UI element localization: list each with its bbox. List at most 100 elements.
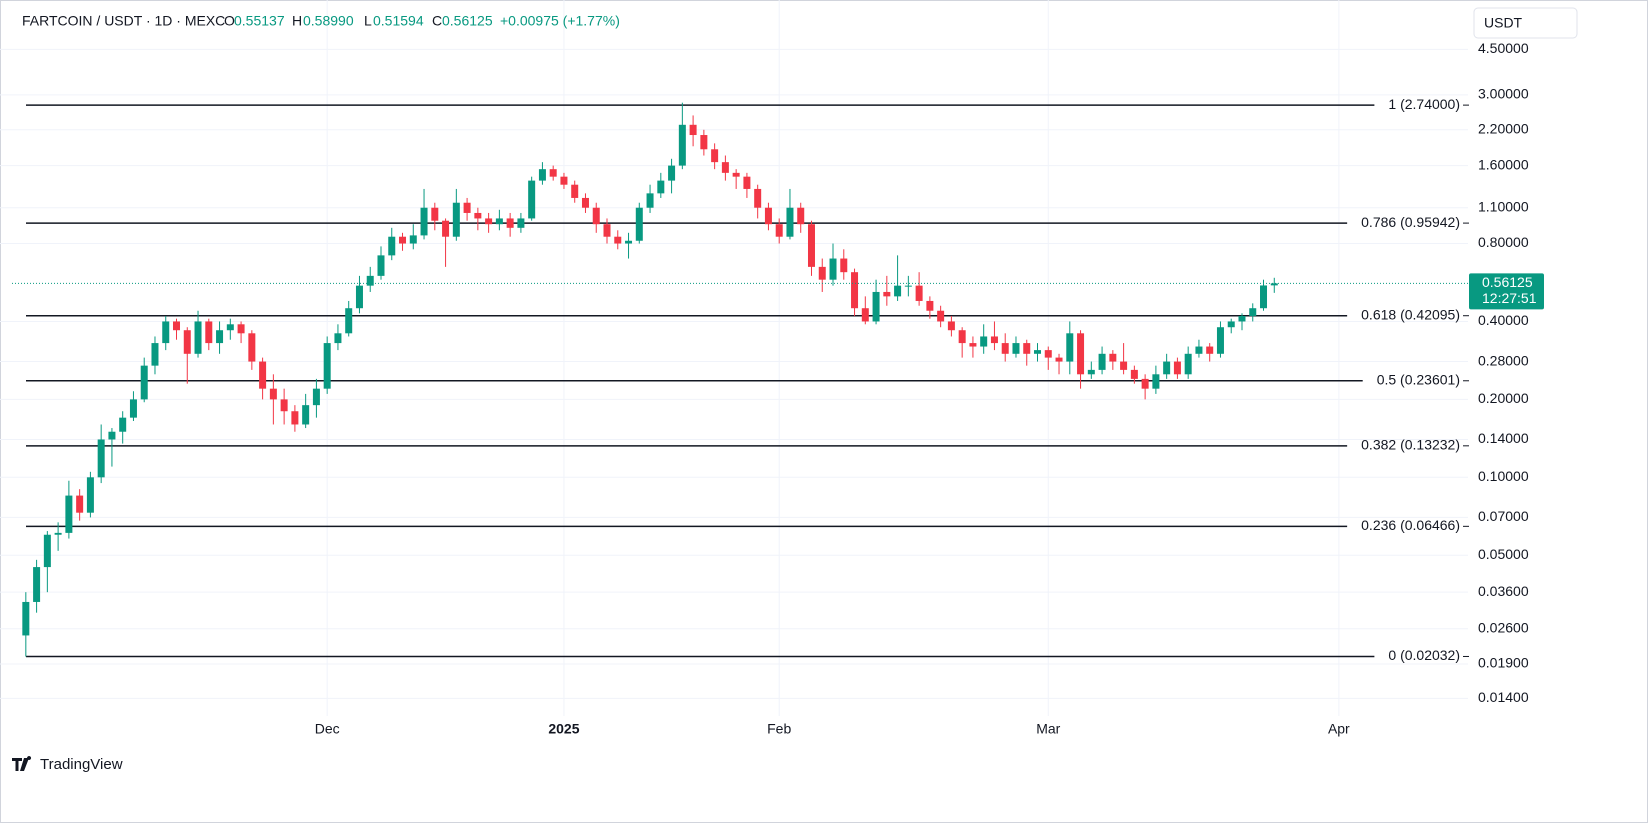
candle-body [399, 236, 407, 244]
y-tick-label: 0.01900 [1478, 655, 1529, 671]
candle-body [345, 308, 353, 334]
candle-body [700, 135, 708, 150]
candle-body [926, 300, 934, 311]
candle-body [442, 220, 450, 237]
candle-body [904, 285, 912, 287]
close-value: 0.56125 [442, 13, 493, 29]
axes: 4.50000 3.00000 2.20000 1.60000 1.10000 0.800… [12, 40, 1544, 737]
candle-body [549, 169, 557, 177]
candle-body [65, 495, 73, 533]
high-key: H [292, 13, 302, 29]
candle-body [668, 165, 676, 181]
candle-body [711, 149, 719, 163]
candle-body [355, 285, 363, 309]
currency-button[interactable] [1473, 7, 1578, 39]
candle-body [237, 324, 245, 334]
fib-label: 0.618 (0.42095) [1361, 306, 1460, 322]
candle-body [1270, 283, 1278, 286]
candle-body [485, 218, 493, 225]
y-tick-label: 1.60000 [1478, 156, 1529, 172]
candle-body [162, 321, 170, 344]
candle-body [969, 343, 977, 347]
y-tick-label: 0.02600 [1478, 619, 1529, 635]
candle-body [302, 405, 310, 425]
candle-body [1195, 346, 1203, 354]
y-tick-label: 0.40000 [1478, 312, 1529, 328]
candle-body [474, 212, 482, 219]
fib-label: 0.786 (0.95942) [1361, 214, 1460, 230]
candle-body [108, 431, 116, 440]
candle-body [1077, 333, 1085, 375]
candle-body [743, 176, 751, 189]
candle-body [1098, 353, 1106, 370]
candle-body [194, 321, 202, 354]
y-tick-label: 1.10000 [1478, 198, 1529, 214]
candle-body [861, 308, 869, 322]
candle-body [1087, 369, 1095, 375]
fib-levels: 1 (2.74000) 0.786 (0.95942) 0.618 (0.42095… [26, 96, 1469, 663]
candle-body [958, 330, 966, 344]
y-tick-label: 0.20000 [1478, 390, 1529, 406]
fib-label: 0.382 (0.13232) [1361, 437, 1460, 453]
candle-body [495, 218, 503, 225]
x-tick-label: Apr [1328, 721, 1350, 737]
candle-body [947, 321, 955, 331]
candle-body [678, 124, 686, 166]
candle-body [840, 258, 848, 273]
candle-body [506, 218, 514, 228]
candle-body [657, 180, 665, 194]
candle-body [312, 388, 320, 406]
candle-body [183, 330, 191, 354]
y-tick-label: 0.01400 [1478, 689, 1529, 705]
brand: TradingView [40, 756, 123, 773]
candle-body [786, 207, 794, 237]
candle-body [1206, 346, 1214, 354]
candles [22, 102, 1278, 657]
close-key: C [432, 13, 442, 29]
candle-body [603, 224, 611, 237]
candle-body [1238, 315, 1246, 322]
y-tick-label: 0.07000 [1478, 508, 1529, 524]
candle-body [420, 207, 428, 236]
candle-body [807, 224, 815, 267]
candle-body [323, 343, 331, 389]
candle-body [689, 124, 697, 136]
countdown: 12:27:51 [1482, 290, 1537, 306]
candle-body [754, 188, 762, 208]
candle-body [86, 477, 94, 513]
candle-body [1055, 357, 1063, 362]
candle-body [1184, 353, 1192, 375]
x-tick-label: Dec [315, 721, 340, 737]
candle-body [1130, 369, 1138, 379]
currency[interactable]: USDT [1484, 15, 1523, 31]
candle-body [119, 417, 127, 432]
candle-body [1141, 378, 1149, 389]
candle-body [818, 266, 826, 280]
candle-body [97, 439, 105, 478]
candle-body [990, 336, 998, 344]
candle-body [1023, 343, 1031, 354]
candle-body [1260, 285, 1268, 309]
fib-label: 0.236 (0.06466) [1361, 517, 1460, 533]
x-tick-label: 2025 [548, 721, 579, 737]
candle-body [1066, 333, 1074, 362]
y-tick-label: 0.10000 [1478, 468, 1529, 484]
candle-body [43, 534, 51, 568]
y-tick-label: 0.03600 [1478, 583, 1529, 599]
candle-body [33, 567, 41, 602]
candle-body [463, 202, 471, 213]
open-key: O [224, 13, 235, 29]
candle-body [226, 324, 234, 331]
candle-body [797, 207, 805, 225]
candle-body [22, 601, 30, 636]
y-tick-label: 0.05000 [1478, 546, 1529, 562]
y-tick-label: 0.80000 [1478, 234, 1529, 250]
last-price-tag [1469, 273, 1544, 310]
x-tick-label: Feb [767, 721, 791, 737]
high-value: 0.58990 [303, 13, 354, 29]
candle-body [732, 172, 740, 177]
fib-label: 0.5 (0.23601) [1377, 371, 1460, 387]
candle-body [388, 236, 396, 256]
